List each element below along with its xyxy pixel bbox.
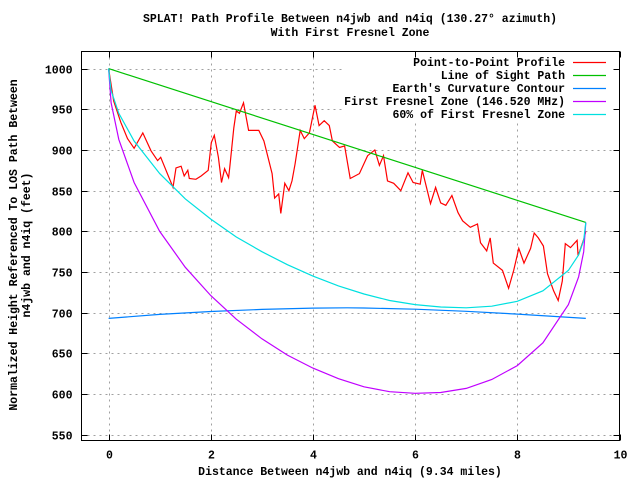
y-tick-label: 850	[52, 187, 73, 200]
x-tick-label: 0	[106, 450, 113, 463]
y-tick-label: 700	[52, 309, 73, 322]
legend-label: First Fresnel Zone (146.520 MHz)	[344, 96, 565, 109]
series-line-60-of-first-fresnel-zone	[108, 68, 587, 309]
chart-title: SPLAT! Path Profile Between n4jwb and n4…	[143, 13, 557, 26]
y-tick-label: 950	[52, 105, 73, 118]
legend-label: Line of Sight Path	[441, 70, 565, 83]
x-tick-label: 6	[412, 450, 419, 463]
y-tick-label: 750	[52, 268, 73, 281]
y-tick-label: 900	[52, 146, 73, 159]
y-axis-label-line-2: n4jwb and n4iq (feet)	[21, 173, 34, 318]
legend-label: 60% of First Fresnel Zone	[392, 109, 565, 122]
y-tick-label: 650	[52, 349, 73, 362]
series-line-line-of-sight-path	[108, 68, 586, 223]
x-tick-label: 2	[208, 450, 215, 463]
x-tick-label: 10	[614, 450, 628, 463]
y-tick-label: 600	[52, 390, 73, 403]
plot-frame	[81, 51, 620, 441]
y-tick-label: 550	[52, 431, 73, 444]
y-tick-label: 1000	[45, 65, 73, 78]
legend-label: Point-to-Point Profile	[413, 57, 565, 70]
axis-ticks: 0 2 4 6 8 10 550 600 650 700 750 800 850 900 950 1000	[45, 51, 628, 463]
series-line-earth-s-curvature-contour	[108, 307, 586, 319]
y-tick-label: 800	[52, 227, 73, 240]
x-tick-label: 8	[514, 450, 521, 463]
legend-label: Earth's Curvature Contour	[392, 83, 565, 96]
grid	[81, 51, 620, 441]
chart-subtitle: With First Fresnel Zone	[271, 27, 430, 40]
legend-background	[343, 54, 613, 122]
series-group	[108, 68, 587, 394]
x-tick-label: 4	[310, 450, 317, 463]
x-axis-label: Distance Between n4jwb and n4iq (9.34 mi…	[198, 466, 502, 479]
series-line-first-fresnel-zone-146-520-mhz	[108, 68, 587, 394]
y-axis-label-line-1: Normalized Height Referenced To LOS Path…	[8, 79, 21, 410]
